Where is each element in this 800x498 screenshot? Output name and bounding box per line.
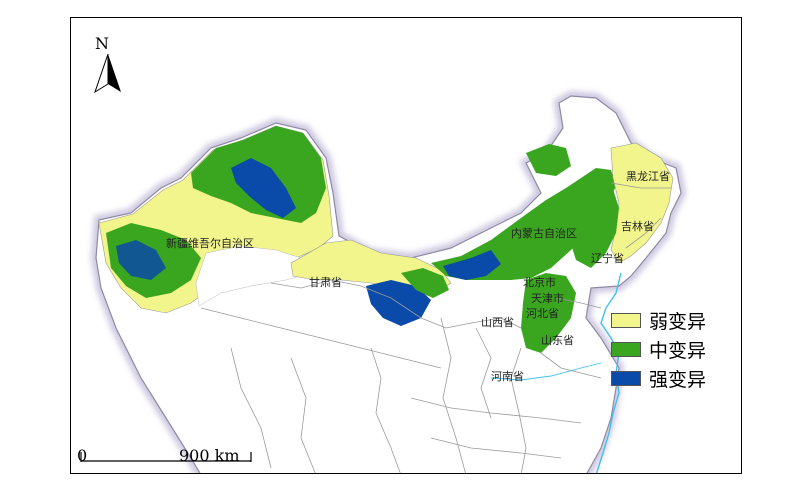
region-hulunbuir-medium xyxy=(526,144,571,176)
legend-swatch-strong xyxy=(611,371,641,386)
label-heilongjiang: 黑龙江省 xyxy=(626,170,670,183)
label-hebei: 河北省 xyxy=(526,307,559,320)
north-label: N xyxy=(95,34,109,53)
region-north-china-medium xyxy=(521,273,576,353)
legend-swatch-weak xyxy=(611,313,641,328)
region-tarim-desert xyxy=(195,245,312,307)
legend-swatch-medium xyxy=(611,342,641,357)
legend-item-strong: 强变异 xyxy=(611,364,706,393)
legend-label-weak: 弱变异 xyxy=(649,311,707,333)
north-arrow-icon xyxy=(94,54,121,94)
label-shandong: 山东省 xyxy=(541,334,574,347)
legend-label-medium: 中变异 xyxy=(649,340,707,362)
label-beijing: 北京市 xyxy=(523,276,556,289)
legend: 弱变异 中变异 强变异 xyxy=(611,306,706,393)
river-yellow xyxy=(490,362,602,381)
map-canvas xyxy=(90,90,687,473)
legend-item-medium: 中变异 xyxy=(611,335,706,364)
coastline xyxy=(595,272,622,473)
region-neimenggu-medium xyxy=(431,168,616,280)
scale-end-label: 900 km xyxy=(179,446,240,465)
province-boundaries xyxy=(200,182,671,473)
label-jilin: 吉林省 xyxy=(621,220,654,233)
legend-label-strong: 强变异 xyxy=(649,369,707,391)
region-neimenggu-strong xyxy=(443,250,501,280)
label-xinjiang: 新疆维吾尔自治区 xyxy=(166,237,254,250)
label-gansu: 甘肃省 xyxy=(309,276,342,289)
legend-item-weak: 弱变异 xyxy=(611,306,706,335)
label-liaoning: 辽宁省 xyxy=(591,252,624,265)
region-xinjiang-strong xyxy=(231,158,296,218)
region-xinjiang-strong-2 xyxy=(116,240,166,280)
label-neimenggu: 内蒙古自治区 xyxy=(511,227,577,240)
label-shanxi: 山西省 xyxy=(481,316,514,329)
label-henan: 河南省 xyxy=(491,370,524,383)
scale-start-label: 0 xyxy=(77,446,88,465)
label-tianjin: 天津市 xyxy=(531,292,564,305)
scale-bar xyxy=(80,452,252,462)
region-northeast-medium xyxy=(566,180,619,268)
region-gansu-medium xyxy=(401,268,449,298)
map-frame: N 新疆维吾尔自治区 甘肃省 内蒙古自治区 黑龙江省 吉林省 辽宁省 北京市 天… xyxy=(70,17,742,474)
